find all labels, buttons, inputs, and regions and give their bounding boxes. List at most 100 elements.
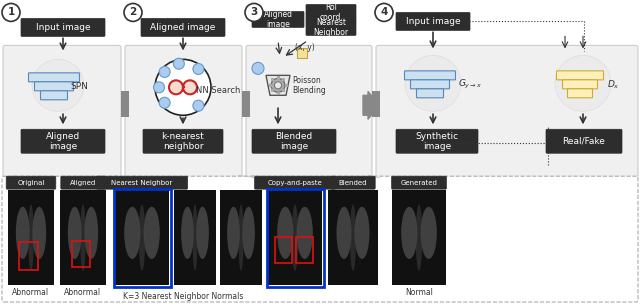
- Bar: [372, 91, 380, 117]
- Ellipse shape: [420, 207, 437, 259]
- FancyBboxPatch shape: [61, 176, 105, 189]
- Bar: [8, 190, 54, 285]
- Ellipse shape: [68, 207, 82, 259]
- Bar: [297, 48, 307, 58]
- FancyBboxPatch shape: [40, 91, 67, 100]
- Ellipse shape: [143, 207, 160, 259]
- Text: Blended: Blended: [339, 180, 367, 186]
- FancyBboxPatch shape: [563, 80, 598, 89]
- FancyBboxPatch shape: [252, 129, 336, 153]
- Bar: [115, 190, 169, 285]
- FancyBboxPatch shape: [3, 45, 121, 177]
- Text: Copy-and-paste: Copy-and-paste: [268, 180, 323, 186]
- FancyBboxPatch shape: [396, 13, 470, 30]
- Text: Blended
image: Blended image: [275, 131, 312, 151]
- FancyBboxPatch shape: [35, 82, 74, 91]
- Ellipse shape: [139, 204, 145, 271]
- Bar: [19, 242, 38, 270]
- Ellipse shape: [84, 207, 98, 259]
- Text: 1: 1: [8, 7, 15, 17]
- Text: Normal: Normal: [405, 288, 433, 297]
- Ellipse shape: [350, 204, 356, 271]
- Text: Nearest Neighbor: Nearest Neighbor: [111, 180, 173, 186]
- FancyBboxPatch shape: [568, 89, 593, 98]
- Bar: [276, 76, 280, 79]
- Ellipse shape: [227, 207, 240, 259]
- Text: Aligned: Aligned: [70, 180, 96, 186]
- FancyBboxPatch shape: [417, 89, 444, 98]
- Ellipse shape: [337, 207, 351, 259]
- Ellipse shape: [193, 204, 198, 271]
- FancyBboxPatch shape: [376, 45, 638, 177]
- Bar: [275, 237, 292, 263]
- Circle shape: [405, 56, 461, 111]
- Ellipse shape: [277, 207, 293, 259]
- Text: k-nearest
neighbor: k-nearest neighbor: [162, 131, 204, 151]
- Text: Abnormal: Abnormal: [65, 288, 102, 297]
- Bar: [296, 237, 313, 263]
- Circle shape: [2, 3, 20, 21]
- Bar: [276, 92, 280, 95]
- Text: Real/Fake: Real/Fake: [563, 137, 605, 146]
- Circle shape: [124, 3, 142, 21]
- Circle shape: [32, 59, 84, 111]
- Bar: [282, 89, 285, 92]
- Circle shape: [169, 80, 183, 94]
- Bar: [282, 78, 285, 81]
- Text: Aligned image: Aligned image: [150, 23, 216, 32]
- Bar: [392, 190, 446, 285]
- Text: (x, y): (x, y): [295, 43, 315, 52]
- Bar: [113, 189, 170, 286]
- Bar: [174, 190, 216, 285]
- Ellipse shape: [16, 207, 29, 259]
- FancyBboxPatch shape: [396, 129, 478, 153]
- Bar: [269, 84, 271, 87]
- Circle shape: [154, 82, 164, 93]
- Circle shape: [155, 59, 211, 115]
- Ellipse shape: [239, 204, 244, 271]
- FancyBboxPatch shape: [392, 176, 447, 189]
- FancyBboxPatch shape: [97, 176, 188, 189]
- Text: Nearest
Neighbor: Nearest Neighbor: [314, 18, 349, 37]
- Text: $D_x$: $D_x$: [607, 78, 620, 91]
- Text: Generated: Generated: [401, 180, 437, 186]
- FancyBboxPatch shape: [246, 45, 372, 177]
- Text: Input image: Input image: [36, 23, 90, 32]
- Ellipse shape: [292, 204, 298, 271]
- Bar: [328, 190, 378, 285]
- FancyBboxPatch shape: [404, 71, 456, 80]
- Circle shape: [159, 66, 170, 77]
- FancyBboxPatch shape: [546, 129, 622, 153]
- Circle shape: [193, 100, 204, 111]
- Ellipse shape: [296, 207, 313, 259]
- FancyBboxPatch shape: [252, 12, 304, 27]
- Bar: [60, 190, 106, 285]
- Ellipse shape: [33, 207, 46, 259]
- Text: RoI
coord.: RoI coord.: [319, 3, 343, 22]
- Circle shape: [183, 80, 197, 94]
- FancyBboxPatch shape: [331, 176, 375, 189]
- Text: K=3 Nearest Neighbor Normals: K=3 Nearest Neighbor Normals: [123, 292, 243, 301]
- FancyBboxPatch shape: [125, 45, 242, 177]
- Text: Abnormal: Abnormal: [12, 288, 49, 297]
- Bar: [271, 89, 274, 92]
- Ellipse shape: [355, 207, 369, 259]
- FancyBboxPatch shape: [557, 71, 604, 80]
- Ellipse shape: [401, 207, 417, 259]
- Bar: [271, 78, 274, 81]
- FancyBboxPatch shape: [410, 80, 449, 89]
- Ellipse shape: [181, 207, 194, 259]
- FancyBboxPatch shape: [143, 129, 223, 153]
- Ellipse shape: [416, 204, 422, 271]
- Text: $G_{y\rightarrow x}$: $G_{y\rightarrow x}$: [458, 78, 483, 91]
- Circle shape: [245, 3, 263, 21]
- Circle shape: [275, 82, 282, 89]
- Bar: [242, 91, 250, 117]
- Polygon shape: [266, 75, 290, 95]
- Circle shape: [555, 56, 611, 111]
- Bar: [266, 189, 323, 286]
- FancyBboxPatch shape: [306, 5, 356, 20]
- Bar: [220, 190, 262, 285]
- Text: Aligned
image: Aligned image: [46, 131, 80, 151]
- Circle shape: [173, 58, 184, 69]
